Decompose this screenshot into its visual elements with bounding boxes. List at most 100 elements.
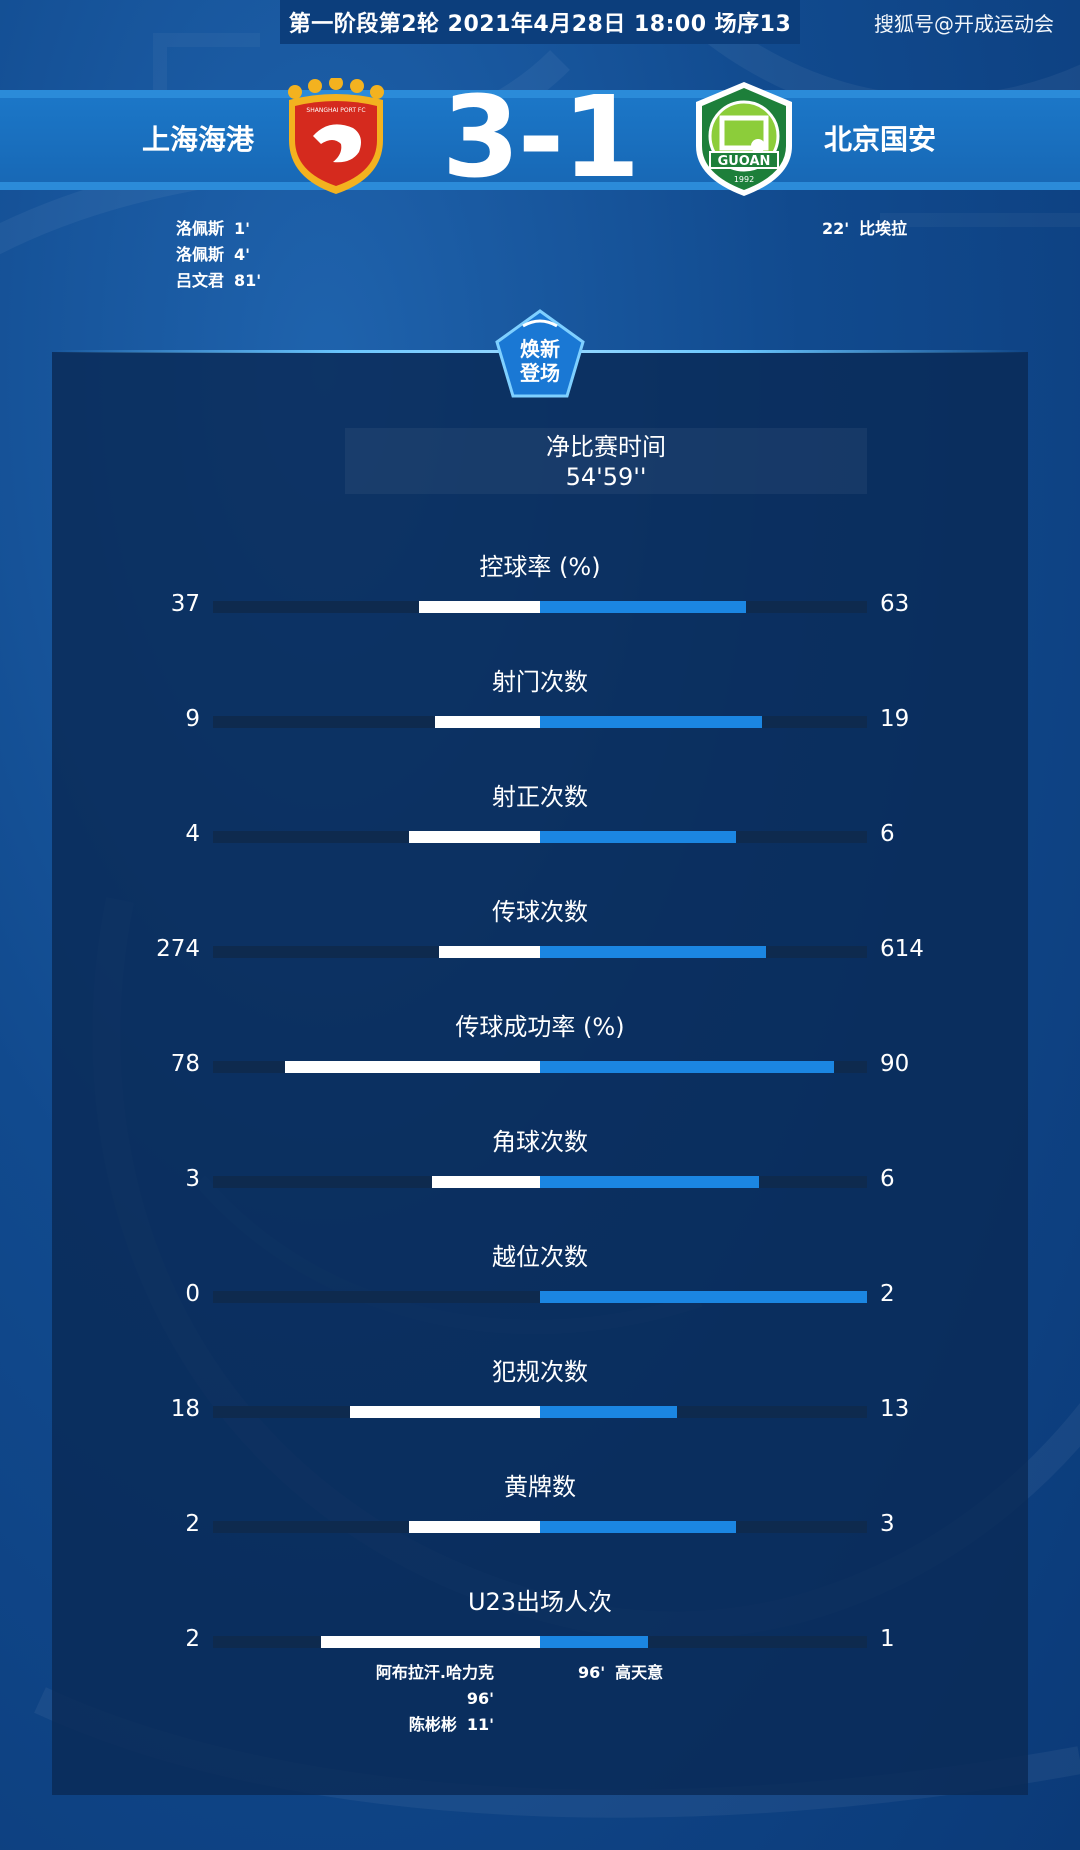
away-crest-year: 1992: [734, 175, 754, 184]
stat-label: U23出场人次: [467, 1588, 613, 1616]
stat-bar-track: [213, 831, 867, 843]
stat-away-value: 1: [880, 1626, 895, 1652]
stat-bar-away: [540, 1291, 867, 1303]
stat-home-value: 2: [185, 1626, 200, 1652]
stat-away-value: 3: [880, 1511, 895, 1537]
stat-bar-track: [213, 946, 867, 958]
stat-bar-track: [213, 1291, 867, 1303]
stat-bar-away: [540, 1521, 736, 1533]
scorer-minute: 4': [234, 245, 251, 264]
stat-bar-home: [350, 1406, 540, 1418]
watermark: 搜狐号@开成运动会: [874, 12, 1054, 36]
stat-bar-home: [435, 716, 540, 728]
home-u23-players: 阿布拉汗.哈力克 96' 陈彬彬 11': [344, 1660, 504, 1738]
stat-home-value: 0: [185, 1281, 200, 1307]
scorer-name: 吕文君: [176, 271, 225, 290]
stat-bar-track: [213, 716, 867, 728]
match-info-text: 第一阶段第2轮 2021年4月28日 18:00 场序13: [288, 12, 792, 37]
stat-away-value: 19: [880, 706, 910, 732]
stat-home-value: 2: [185, 1511, 200, 1537]
stat-bar-home: [409, 1521, 540, 1533]
stat-label: 射正次数: [492, 783, 588, 811]
stat-bar-home: [439, 946, 540, 958]
away-u23-players: 96' 高天意: [578, 1660, 673, 1686]
stat-bar-home: [432, 1176, 540, 1188]
scorer-name: 洛佩斯: [176, 219, 225, 238]
stat-away-value: 6: [880, 1166, 895, 1192]
stat-home-value: 78: [170, 1051, 200, 1077]
net-playing-time-label: 净比赛时间: [546, 433, 666, 461]
stat-bar-home: [321, 1636, 540, 1648]
scorer-name: 比埃拉: [859, 219, 908, 238]
stat-bar-home: [285, 1061, 540, 1073]
beijing-guoan-crest-icon: GUOAN 1992: [696, 82, 792, 196]
net-playing-time: 净比赛时间 54'59'': [345, 428, 867, 494]
stat-away-value: 90: [880, 1051, 910, 1077]
stat-label: 犯规次数: [492, 1358, 588, 1386]
renewal-badge-icon: 焕新 登场: [495, 309, 585, 398]
stat-bar-home: [419, 601, 540, 613]
stat-bar-track: [213, 1176, 867, 1188]
away-team-name: 北京国安: [824, 123, 937, 156]
stat-label: 角球次数: [492, 1128, 588, 1156]
stat-bar-track: [213, 1406, 867, 1418]
stat-home-value: 4: [185, 821, 200, 847]
stat-bar-away: [540, 716, 762, 728]
stat-home-value: 18: [170, 1396, 200, 1422]
stat-label: 传球成功率 (%): [455, 1013, 625, 1041]
stat-home-value: 3: [185, 1166, 200, 1192]
stat-label: 黄牌数: [504, 1473, 576, 1501]
scorer-minute: 96': [466, 1689, 494, 1708]
stat-away-value: 614: [880, 936, 924, 962]
score-band: [0, 90, 1080, 190]
stat-bar-away: [540, 601, 746, 613]
stat-bar-away: [540, 831, 736, 843]
stat-away-value: 63: [880, 591, 910, 617]
scorer-name: 阿布拉汗.哈力克: [375, 1663, 494, 1682]
stat-bar-track: [213, 1521, 867, 1533]
scorer-row: 22' 比埃拉: [822, 216, 917, 242]
scorer-row: 吕文君 81': [176, 268, 271, 294]
scorer-minute: 11': [466, 1715, 494, 1734]
home-team-name: 上海海港: [142, 123, 255, 156]
stat-away-value: 6: [880, 821, 895, 847]
scorer-row: 洛佩斯 1': [176, 216, 271, 242]
scorer-row: 阿布拉汗.哈力克 96': [344, 1660, 504, 1712]
scorer-row: 96' 高天意: [578, 1660, 673, 1686]
shanghai-port-crest-icon: SHANGHAI PORT FC: [288, 78, 384, 194]
stat-away-value: 2: [880, 1281, 895, 1307]
stat-bar-away: [540, 946, 766, 958]
stat-bar-track: [213, 1061, 867, 1073]
home-scorers: 洛佩斯 1' 洛佩斯 4' 吕文君 81': [176, 216, 271, 294]
away-scorers: 22' 比埃拉: [822, 216, 917, 242]
home-crest-text: SHANGHAI PORT FC: [306, 107, 365, 114]
stat-bar-away: [540, 1636, 648, 1648]
stat-bar-away: [540, 1061, 834, 1073]
scorer-name: 陈彬彬: [408, 1715, 457, 1734]
stat-bar-away: [540, 1176, 759, 1188]
stat-label: 越位次数: [492, 1243, 588, 1271]
final-score: 3-1: [441, 73, 640, 203]
stats-panel: [52, 352, 1028, 1795]
stat-label: 控球率 (%): [479, 553, 601, 581]
stat-bar-track: [213, 1636, 867, 1648]
scorer-row: 陈彬彬 11': [344, 1712, 504, 1738]
stat-home-value: 274: [156, 936, 200, 962]
scorer-minute: 22': [822, 219, 850, 238]
scorer-name: 洛佩斯: [176, 245, 225, 264]
scorer-minute: 1': [234, 219, 251, 238]
badge-line1: 焕新: [520, 337, 560, 361]
away-crest-text: GUOAN: [718, 154, 771, 169]
net-playing-time-value: 54'59'': [565, 463, 647, 491]
stat-home-value: 9: [185, 706, 200, 732]
scorer-minute: 81': [234, 271, 262, 290]
stat-home-value: 37: [170, 591, 200, 617]
stat-bar-away: [540, 1406, 677, 1418]
stat-label: 传球次数: [492, 898, 588, 926]
stat-away-value: 13: [880, 1396, 910, 1422]
badge-line2: 登场: [519, 361, 560, 385]
stat-bar-track: [213, 601, 867, 613]
stat-bar-home: [409, 831, 540, 843]
scorer-minute: 96': [578, 1663, 606, 1682]
stat-label: 射门次数: [492, 668, 588, 696]
